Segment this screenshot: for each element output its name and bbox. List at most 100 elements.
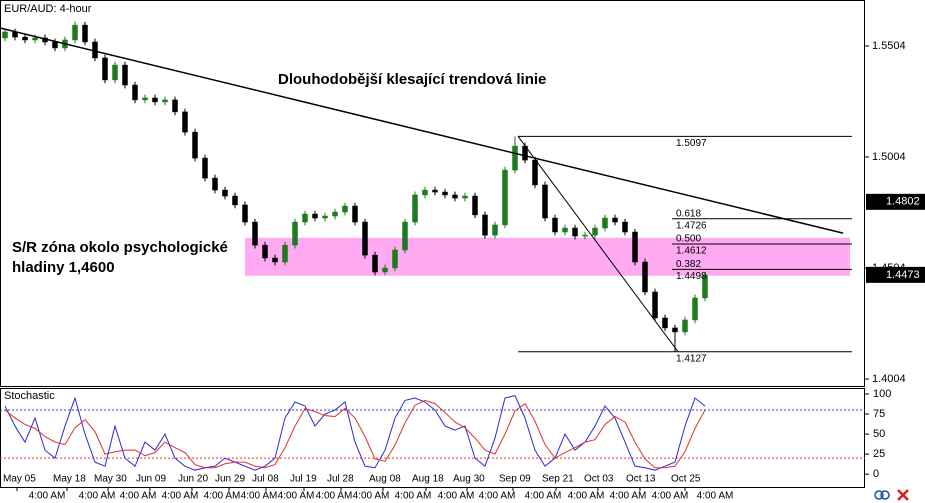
price-marker <box>866 266 925 283</box>
x-tick-label: Sep 21 <box>542 474 574 485</box>
candle-body <box>372 254 378 273</box>
y-tick-label: 100 <box>873 388 891 400</box>
candle-body <box>302 213 308 223</box>
candle-body <box>142 97 148 101</box>
fib-price-label: 1.4726 <box>676 220 707 231</box>
main-panel <box>0 0 865 387</box>
candle-body <box>472 195 478 216</box>
x-tick-label: Aug 08 <box>369 474 401 485</box>
candle-body <box>222 189 228 197</box>
candle-body <box>432 189 438 193</box>
candle-body <box>332 211 338 217</box>
y-tick-label: 75 <box>873 408 885 420</box>
candle-body <box>652 291 658 319</box>
candle-body <box>692 297 698 321</box>
x-tick-time: 4:00 AM <box>652 491 689 502</box>
zone-label: hladiny 1,4600 <box>12 259 115 276</box>
x-tick-time: 4:00 AM <box>120 491 157 502</box>
candle-body <box>352 205 358 223</box>
sr-zone <box>245 237 850 276</box>
candle-body <box>662 317 668 329</box>
candle-body <box>232 195 238 206</box>
x-tick-time: 4:00 AM <box>162 491 199 502</box>
y-tick-label: 0 <box>873 468 879 480</box>
link-icon[interactable] <box>874 490 884 500</box>
x-tick-label: Jun 20 <box>178 474 208 485</box>
indicator-title: Stochastic <box>4 390 55 402</box>
x-tick-label: Oct 13 <box>626 474 656 485</box>
stochastic-line <box>4 399 706 469</box>
candle-body <box>532 159 538 186</box>
candle-body <box>392 249 398 269</box>
zone-label: S/R zóna okolo psychologické <box>12 239 228 256</box>
link-icon-2 <box>880 490 890 500</box>
x-tick-time: 4:00 AM <box>316 491 353 502</box>
x-tick-time: 4:00 AM <box>241 491 278 502</box>
candle-body <box>422 189 428 196</box>
candle-body <box>502 169 508 226</box>
x-tick-time: 4:00 AM <box>568 491 605 502</box>
candle-body <box>592 227 598 236</box>
stochastic-line <box>4 395 706 471</box>
chart-title: EUR/AUD: 4-hour <box>4 3 92 15</box>
x-tick-label: Jun 09 <box>136 474 166 485</box>
candle-body <box>492 224 498 236</box>
x-tick-time: 4:00 AM <box>353 491 390 502</box>
candle-body <box>612 217 618 223</box>
trendline <box>0 27 844 234</box>
candle-body <box>32 37 38 41</box>
candle-body <box>172 99 178 113</box>
x-tick-label: Aug 18 <box>412 474 444 485</box>
candle-body <box>102 57 108 81</box>
x-tick-time: 4:00 AM <box>395 491 432 502</box>
candle-body <box>382 267 388 273</box>
x-tick-label: May 18 <box>53 474 86 485</box>
candle-body <box>122 64 128 86</box>
candle-body <box>162 99 168 103</box>
candle-body <box>212 177 218 191</box>
candle-body <box>72 24 78 41</box>
candle-body <box>512 145 518 171</box>
candle-body <box>702 274 708 299</box>
fib-price-label: 1.4612 <box>676 246 707 257</box>
candle-body <box>312 213 318 219</box>
candle-body <box>192 131 198 159</box>
y-tick-label: 1.5504 <box>872 40 906 52</box>
price-marker-label: 1.4802 <box>886 196 920 208</box>
x-tick-label: Jul 08 <box>252 474 279 485</box>
candle-body <box>202 157 208 179</box>
candle-body <box>402 221 408 251</box>
candle-body <box>342 205 348 213</box>
x-tick-time: 4:00 AM <box>438 491 475 502</box>
candle-body <box>182 111 188 133</box>
candle-body <box>452 194 458 199</box>
candle-body <box>262 244 268 259</box>
candle-body <box>252 221 258 246</box>
price-marker <box>866 193 925 210</box>
x-tick-time: 4:00 AM <box>79 491 116 502</box>
fib-low-label: 1.4127 <box>676 353 707 364</box>
fib-ratio-label: 0.500 <box>676 234 701 245</box>
y-tick-label: 25 <box>873 448 885 460</box>
x-tick-label: Jul 28 <box>327 474 354 485</box>
candle-body <box>282 244 288 263</box>
candle-body <box>622 221 628 233</box>
candle-body <box>292 221 298 246</box>
candle-body <box>322 215 328 219</box>
candle-body <box>562 227 568 233</box>
x-tick-time: 4:00 AM <box>29 491 66 502</box>
candle-body <box>542 184 548 219</box>
candle-body <box>22 36 28 41</box>
price-marker-label: 1.4473 <box>886 269 920 281</box>
fib-diagonal <box>517 136 679 352</box>
candle-body <box>462 195 468 199</box>
x-tick-time: 4:00 AM <box>479 491 516 502</box>
candle-body <box>362 221 368 256</box>
toolbar-icons[interactable] <box>874 489 909 501</box>
candle-body <box>552 217 558 233</box>
candle-body <box>152 97 158 103</box>
x-tick-label: Jul 19 <box>290 474 317 485</box>
candle-body <box>682 319 688 333</box>
close-icon[interactable] <box>897 489 909 501</box>
